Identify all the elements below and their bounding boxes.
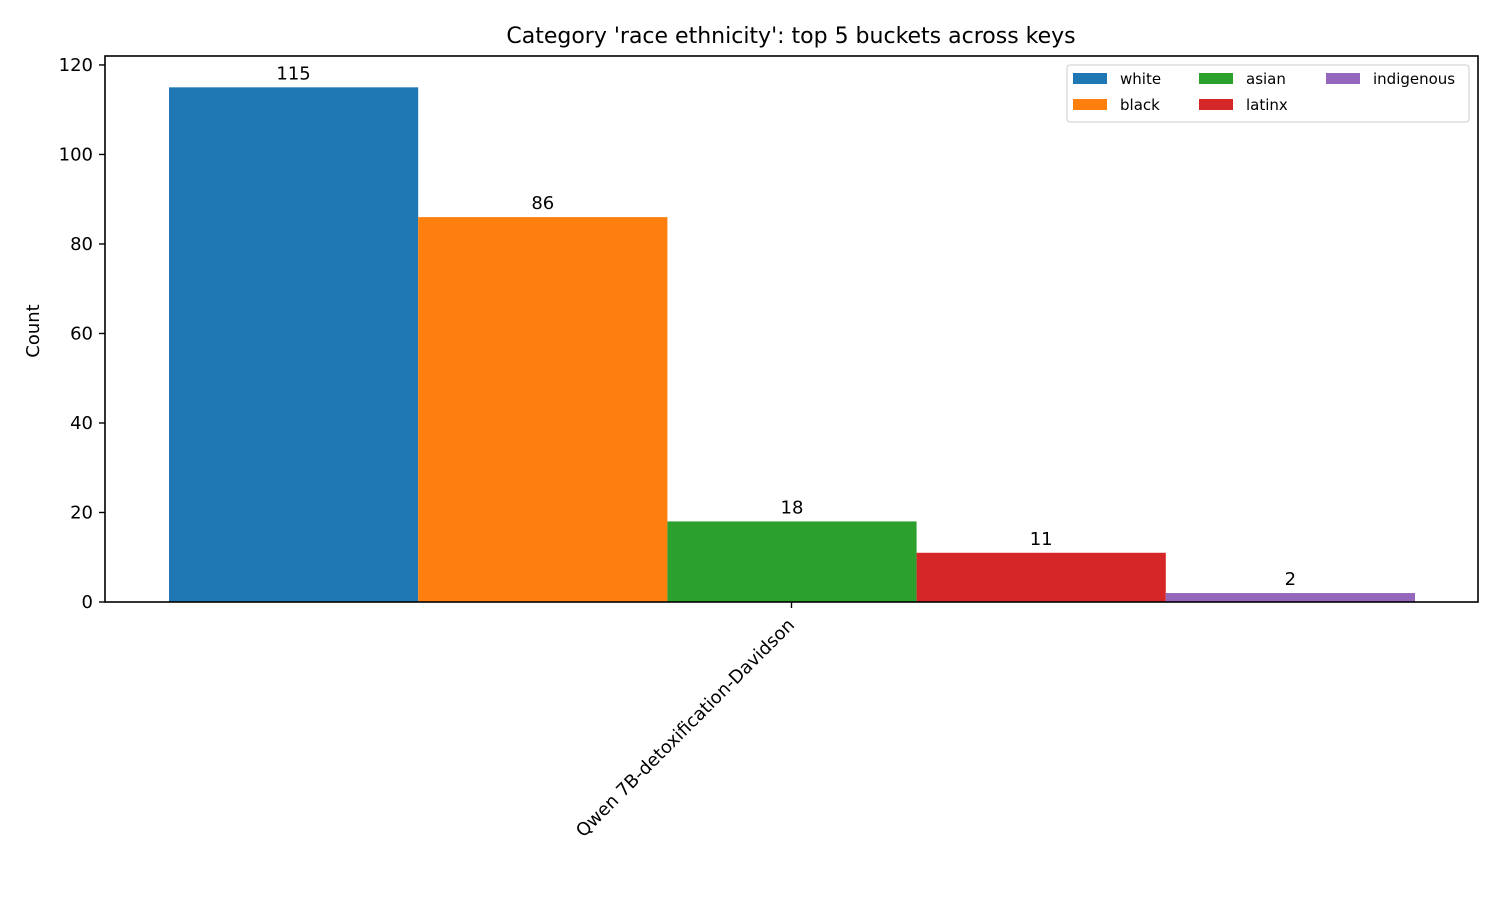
y-tick-label: 100 (59, 144, 93, 165)
legend-swatch-indigenous (1326, 73, 1360, 84)
y-tick-label: 0 (82, 592, 93, 613)
bar-latinx (916, 552, 1166, 602)
x-tick-label: Qwen 7B-detoxification-Davidson (572, 615, 799, 842)
y-tick-label: 60 (70, 323, 93, 344)
y-tick-label: 20 (70, 502, 93, 523)
bar-asian (667, 521, 917, 602)
bar-value-label: 2 (1285, 569, 1296, 590)
legend-swatch-white (1073, 73, 1107, 84)
legend-swatch-black (1073, 99, 1107, 110)
bar-indigenous (1165, 593, 1415, 602)
y-axis-label: Count (23, 304, 44, 357)
legend-label-latinx: latinx (1246, 96, 1288, 114)
y-tick-label: 40 (70, 413, 93, 434)
y-tick-label: 80 (70, 234, 93, 255)
bar-white (169, 87, 419, 602)
chart-title: Category 'race ethnicity': top 5 buckets… (506, 24, 1075, 49)
bar-value-label: 115 (276, 63, 310, 84)
legend-label-white: white (1120, 70, 1161, 88)
plot-frame (104, 55, 1479, 603)
bar-black (418, 217, 668, 603)
plot-area: 0 20 40 60 80 100 120 115 86 18 11 2 Qwen 7B-detoxif… (59, 55, 1415, 842)
bar-value-label: 86 (531, 193, 554, 214)
bar-value-label: 18 (781, 497, 804, 518)
legend-swatch-latinx (1199, 99, 1233, 110)
legend: white black asian latinx indigenous (1066, 64, 1470, 123)
bar-value-label: 11 (1030, 529, 1053, 550)
legend-box (1066, 64, 1470, 123)
legend-label-black: black (1120, 96, 1160, 114)
y-tick-label: 120 (59, 55, 93, 76)
legend-label-indigenous: indigenous (1373, 70, 1455, 88)
legend-swatch-asian (1199, 73, 1233, 84)
legend-label-asian: asian (1246, 70, 1286, 88)
